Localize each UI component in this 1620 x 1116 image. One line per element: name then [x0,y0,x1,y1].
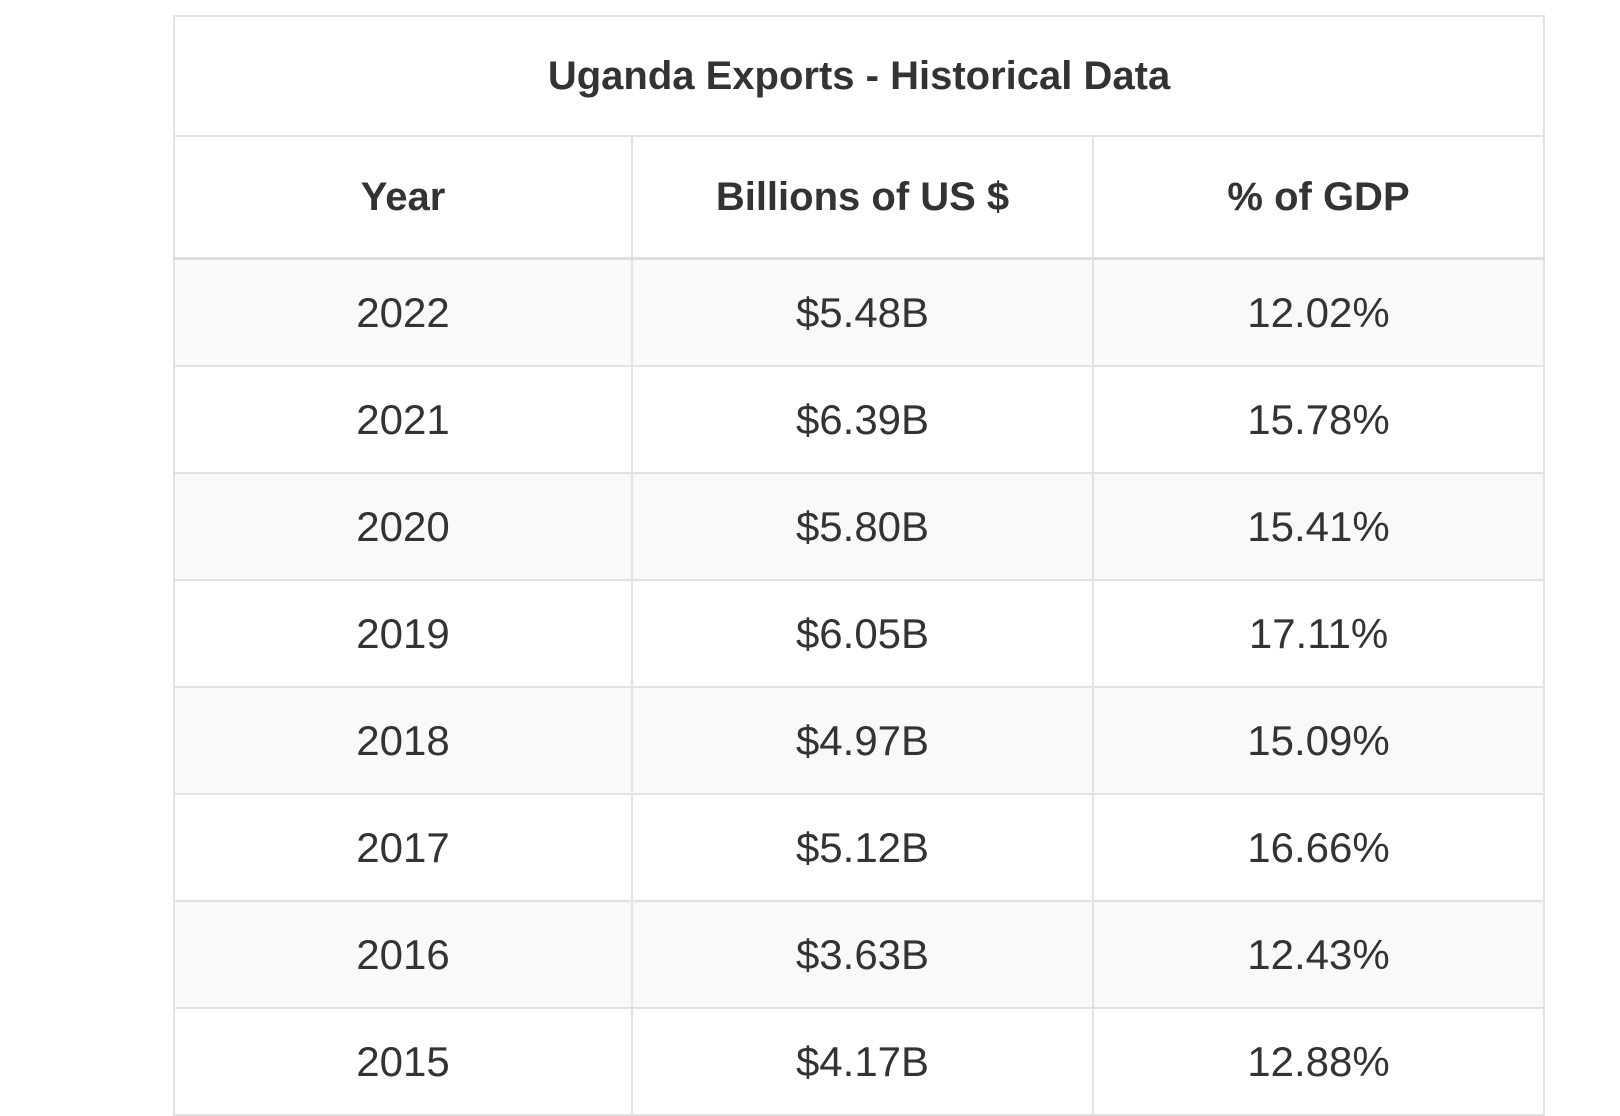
billions-cell: $3.63B [631,900,1094,1009]
table-row: 2017 $5.12B 16.66% [173,793,1546,902]
table-row: 2021 $6.39B 15.78% [173,365,1546,474]
column-header-gdp-percent: % of GDP [1091,135,1546,260]
billions-cell: $6.05B [631,579,1094,688]
table-row: 2022 $5.48B 12.02% [173,257,1546,367]
column-header-billions: Billions of US $ [631,135,1094,260]
table-row: 2015 $4.17B 12.88% [173,1007,1546,1116]
table-title: Uganda Exports - Historical Data [172,15,1546,137]
year-cell: 2015 [173,1007,633,1116]
table-row: 2020 $5.80B 15.41% [173,472,1546,581]
gdp-percent-cell: 15.41% [1091,472,1546,581]
gdp-percent-cell: 15.09% [1091,686,1546,795]
gdp-percent-cell: 15.78% [1091,365,1546,474]
year-cell: 2019 [173,579,633,688]
gdp-percent-cell: 12.43% [1091,900,1546,1009]
billions-cell: $5.80B [631,472,1094,581]
year-cell: 2018 [173,686,633,795]
table-row: 2018 $4.97B 15.09% [173,686,1546,795]
table-body: 2022 $5.48B 12.02% 2021 $6.39B 15.78% 2020 $5.8… [173,257,1546,1116]
billions-cell: $4.17B [631,1007,1094,1116]
year-cell: 2022 [173,257,633,367]
table-row: 2019 $6.05B 17.11% [173,579,1546,688]
year-cell: 2017 [173,793,633,902]
column-header-year: Year [173,135,633,260]
year-cell: 2020 [173,472,633,581]
year-cell: 2016 [173,900,633,1009]
gdp-percent-cell: 12.02% [1091,257,1546,367]
exports-table: Uganda Exports - Historical Data Year Bi… [172,15,1546,1116]
billions-cell: $5.48B [631,257,1094,367]
billions-cell: $6.39B [631,365,1094,474]
gdp-percent-cell: 17.11% [1091,579,1546,688]
gdp-percent-cell: 16.66% [1091,793,1546,902]
billions-cell: $5.12B [631,793,1094,902]
year-cell: 2021 [173,365,633,474]
table-row: 2016 $3.63B 12.43% [173,900,1546,1009]
gdp-percent-cell: 12.88% [1091,1007,1546,1116]
billions-cell: $4.97B [631,686,1094,795]
